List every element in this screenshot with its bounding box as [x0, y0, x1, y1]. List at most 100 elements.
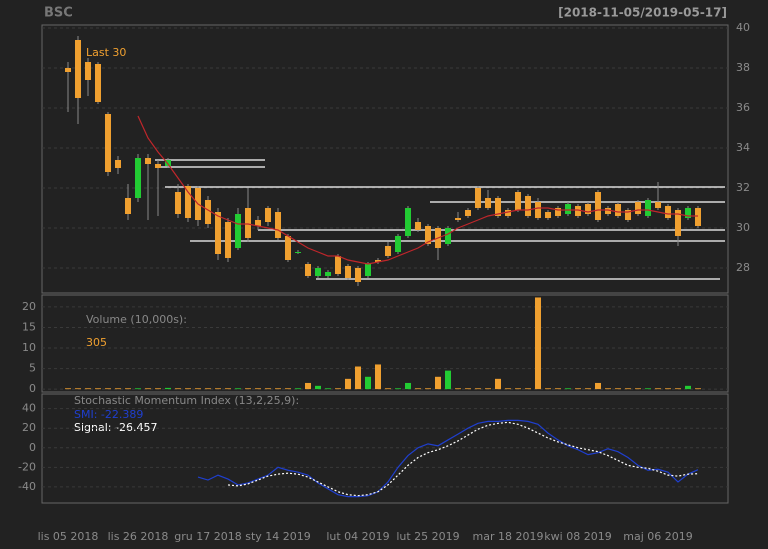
candle-body — [125, 198, 131, 214]
candle-body — [645, 200, 651, 216]
volume-title: Volume (10,000s): — [86, 313, 187, 326]
volume-bar — [125, 388, 131, 390]
candle-body — [145, 158, 151, 164]
volume-bar — [415, 388, 421, 390]
volume-bar — [215, 388, 221, 390]
panel-frame — [41, 393, 729, 504]
volume-bar — [525, 388, 531, 390]
candle-body — [115, 160, 121, 168]
candle-body — [185, 186, 191, 218]
x-tick-label: mar 18 2019 — [473, 530, 544, 543]
volume-bar — [65, 388, 71, 390]
candle-body — [385, 246, 391, 256]
volume-bar — [385, 388, 391, 390]
volume-bar — [665, 388, 671, 390]
y-tick-label: -20 — [18, 460, 36, 473]
candle-body — [335, 256, 341, 274]
candle-body — [625, 210, 631, 220]
candle-body — [555, 208, 561, 216]
volume-bar — [245, 388, 251, 390]
candle-body — [545, 212, 551, 218]
sma-line — [137, 115, 698, 265]
volume-bar — [145, 388, 151, 390]
candle-body — [65, 68, 71, 72]
y-tick-label: 10 — [22, 341, 36, 354]
candle-body — [695, 208, 701, 226]
volume-bar — [655, 388, 661, 390]
candle-body — [445, 228, 451, 244]
volume-bar — [535, 297, 541, 390]
x-tick-label: lis 26 2018 — [108, 530, 169, 543]
volume-bar — [155, 388, 161, 390]
volume-bar — [405, 382, 411, 390]
y-tick-label: 38 — [736, 61, 750, 74]
volume-bar — [195, 388, 201, 390]
volume-bar — [645, 388, 651, 390]
x-tick-label: maj 06 2019 — [623, 530, 693, 543]
candle-body — [85, 62, 91, 80]
volume-bar — [595, 382, 601, 390]
candle-body — [365, 264, 371, 276]
candle-body — [325, 272, 331, 276]
candle-body — [535, 202, 541, 218]
volume-bar — [555, 388, 561, 390]
y-tick-label: 40 — [736, 21, 750, 34]
y-tick-label: 32 — [736, 181, 750, 194]
volume-bar — [355, 366, 361, 390]
chart-title: BSC — [44, 6, 73, 21]
volume-bar — [545, 388, 551, 390]
candle-body — [275, 212, 281, 238]
volume-bar — [285, 388, 291, 390]
candle-body — [95, 64, 101, 102]
x-tick-label: gru 17 2018 — [174, 530, 241, 543]
candle-body — [295, 252, 301, 253]
volume-bar — [375, 364, 381, 390]
volume-bar — [115, 388, 121, 390]
smi-line — [197, 419, 699, 498]
candle-body — [375, 260, 381, 262]
y-tick-label: 20 — [22, 421, 36, 434]
candle-body — [665, 206, 671, 218]
volume-bar — [565, 388, 571, 390]
volume-bar — [165, 387, 171, 390]
volume-bar — [445, 370, 451, 390]
y-tick-label: 36 — [736, 101, 750, 114]
candle-body — [235, 214, 241, 248]
volume-bar — [95, 388, 101, 390]
volume-bar — [675, 388, 681, 390]
candle-body — [635, 202, 641, 214]
candle-body — [155, 164, 161, 168]
legend-signal: Signal: -26.457 — [74, 421, 157, 434]
volume-bar — [325, 388, 331, 390]
candle-body — [595, 192, 601, 220]
candle-body — [215, 212, 221, 254]
y-tick-label: 28 — [736, 261, 750, 274]
volume-bar — [315, 385, 321, 390]
y-tick-label: 20 — [22, 300, 36, 313]
candle-body — [515, 192, 521, 210]
volume-bar — [205, 388, 211, 390]
volume-bar — [365, 376, 371, 390]
candle-body — [675, 210, 681, 236]
candle-body — [355, 268, 361, 282]
y-tick-label: -40 — [18, 480, 36, 493]
volume-bar — [75, 388, 81, 390]
volume-bar — [225, 388, 231, 390]
volume-bar — [585, 388, 591, 390]
volume-bar — [255, 388, 261, 390]
candle-body — [415, 222, 421, 230]
candle-body — [405, 208, 411, 236]
candle-body — [475, 188, 481, 208]
x-tick-label: kwi 08 2019 — [544, 530, 611, 543]
y-tick-label: 5 — [29, 362, 36, 375]
volume-last: 305 — [86, 336, 107, 349]
candle-body — [585, 204, 591, 214]
candle-body — [485, 198, 491, 208]
candle-body — [455, 218, 461, 220]
y-tick-label: 30 — [736, 221, 750, 234]
candle-body — [75, 40, 81, 98]
volume-bar — [605, 388, 611, 390]
volume-bar — [695, 388, 701, 390]
candle-body — [165, 160, 171, 166]
